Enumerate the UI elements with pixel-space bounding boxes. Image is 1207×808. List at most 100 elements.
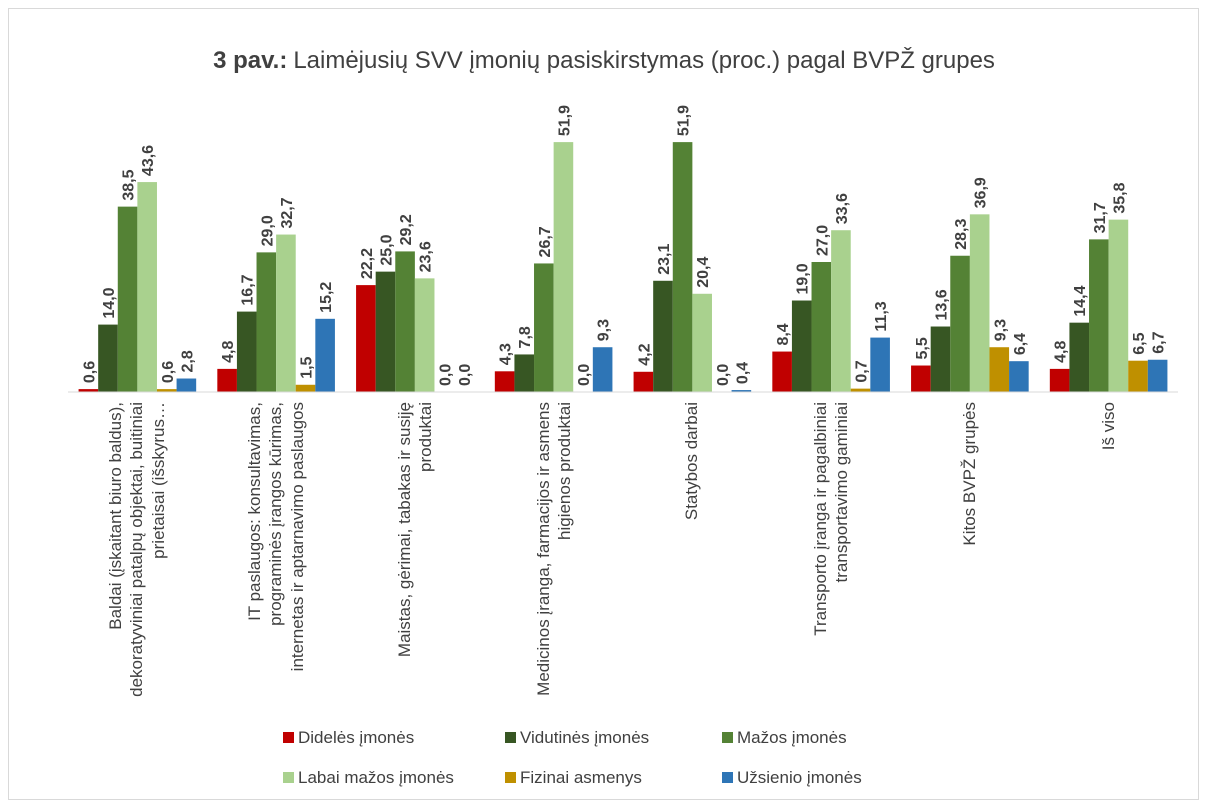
data-label: 0,4 xyxy=(734,362,751,384)
data-label: 11,3 xyxy=(873,301,890,331)
legend-label: Mažos įmonės xyxy=(737,728,847,747)
legend-swatch xyxy=(505,772,516,783)
legend-swatch xyxy=(283,732,294,743)
bar xyxy=(98,324,118,392)
data-label: 0,0 xyxy=(437,364,454,386)
data-label: 7,8 xyxy=(517,326,534,348)
data-label: 6,4 xyxy=(1012,333,1029,355)
bar xyxy=(811,262,832,392)
legend-label: Vidutinės įmonės xyxy=(520,728,649,747)
data-label: 28,3 xyxy=(953,218,970,249)
x-tick-label: IT paslaugos: konsultavimas, programinės… xyxy=(245,402,307,672)
x-tick-label: Baldai (įskaitant biuro baldus), dekorat… xyxy=(106,402,169,697)
data-label: 1,5 xyxy=(299,356,316,378)
bar xyxy=(672,142,693,392)
data-label: 35,8 xyxy=(1111,182,1128,213)
bar xyxy=(772,351,792,392)
data-label: 51,9 xyxy=(556,105,573,136)
chart-border xyxy=(8,8,1199,800)
bar xyxy=(256,252,277,392)
bar xyxy=(692,293,712,392)
data-label: 0,0 xyxy=(457,364,474,386)
bar xyxy=(295,384,316,392)
bar xyxy=(315,318,335,392)
data-label: 22,2 xyxy=(359,248,376,279)
bar xyxy=(731,390,752,392)
data-label: 9,3 xyxy=(992,319,1009,341)
bar xyxy=(850,388,871,392)
data-label: 31,7 xyxy=(1092,202,1109,233)
data-label: 20,4 xyxy=(695,257,712,288)
bar xyxy=(950,255,970,392)
data-label: 4,2 xyxy=(636,343,653,365)
x-tick-label: Iš viso xyxy=(1099,402,1118,451)
data-label: 0,0 xyxy=(715,364,732,386)
bar xyxy=(137,182,157,392)
data-label: 51,9 xyxy=(676,105,693,136)
bar xyxy=(1128,360,1148,392)
bar xyxy=(78,389,99,392)
legend-swatch xyxy=(722,772,733,783)
x-tick-label: Transporto įranga ir pagalbiniai transpo… xyxy=(810,402,852,636)
bar xyxy=(156,389,177,392)
bar xyxy=(870,337,890,392)
bar xyxy=(1108,219,1129,392)
bar xyxy=(117,206,138,392)
bar xyxy=(969,214,990,392)
data-label: 9,3 xyxy=(596,319,613,341)
data-label: 0,0 xyxy=(576,364,593,386)
data-label: 43,6 xyxy=(140,145,157,176)
bar xyxy=(514,354,535,392)
x-tick-label: Kitos BVPŽ grupės xyxy=(960,402,980,546)
bar xyxy=(356,285,376,392)
bar xyxy=(989,347,1010,392)
bar xyxy=(176,378,197,392)
data-label: 23,6 xyxy=(418,241,435,272)
data-label: 4,3 xyxy=(498,343,515,365)
data-label: 0,6 xyxy=(81,361,98,383)
legend-label: Fizinai asmenys xyxy=(520,768,642,787)
data-label: 29,2 xyxy=(398,214,415,245)
data-label: 16,7 xyxy=(240,274,257,305)
data-label: 32,7 xyxy=(279,197,296,228)
x-tick-label: Maistas, gėrimai, tabakas ir susiję prod… xyxy=(394,402,435,658)
data-label: 38,5 xyxy=(121,169,138,200)
bar xyxy=(791,300,812,392)
data-label: 0,6 xyxy=(160,361,177,383)
x-tick-label: Medicinos įranga, farmacijos ir asmens h… xyxy=(533,402,574,696)
data-label: 0,7 xyxy=(854,360,871,382)
bar xyxy=(1089,239,1109,392)
data-label: 14,4 xyxy=(1072,285,1089,316)
data-label: 6,5 xyxy=(1131,332,1148,354)
data-label: 29,0 xyxy=(259,215,276,246)
legend-label: Užsienio įmonės xyxy=(737,768,862,787)
chart-title: 3 pav.: Laimėjusių SVV įmonių pasiskirsty… xyxy=(213,47,995,74)
legend-swatch xyxy=(722,732,733,743)
bar xyxy=(534,263,554,392)
bar xyxy=(217,368,237,392)
bar xyxy=(653,280,673,392)
data-label: 25,0 xyxy=(378,234,395,265)
data-label: 4,8 xyxy=(1053,341,1070,363)
legend-swatch xyxy=(283,772,294,783)
data-label: 26,7 xyxy=(537,226,554,257)
legend-label: Labai mažos įmonės xyxy=(298,768,454,787)
data-label: 5,5 xyxy=(914,337,931,359)
bar xyxy=(553,142,574,392)
bar xyxy=(831,230,851,392)
x-tick-label: Statybos darbai xyxy=(682,402,702,521)
legend-label: Didelės įmonės xyxy=(298,728,414,747)
legend-swatch xyxy=(505,732,516,743)
bar xyxy=(1147,359,1168,392)
data-label: 6,7 xyxy=(1151,331,1168,353)
bar xyxy=(236,311,257,392)
bar xyxy=(1049,368,1070,392)
data-label: 15,2 xyxy=(318,282,335,313)
bar xyxy=(592,347,613,392)
data-label: 2,8 xyxy=(179,350,196,372)
data-label: 19,0 xyxy=(795,263,812,294)
bar xyxy=(494,371,515,392)
data-label: 14,0 xyxy=(101,287,118,318)
